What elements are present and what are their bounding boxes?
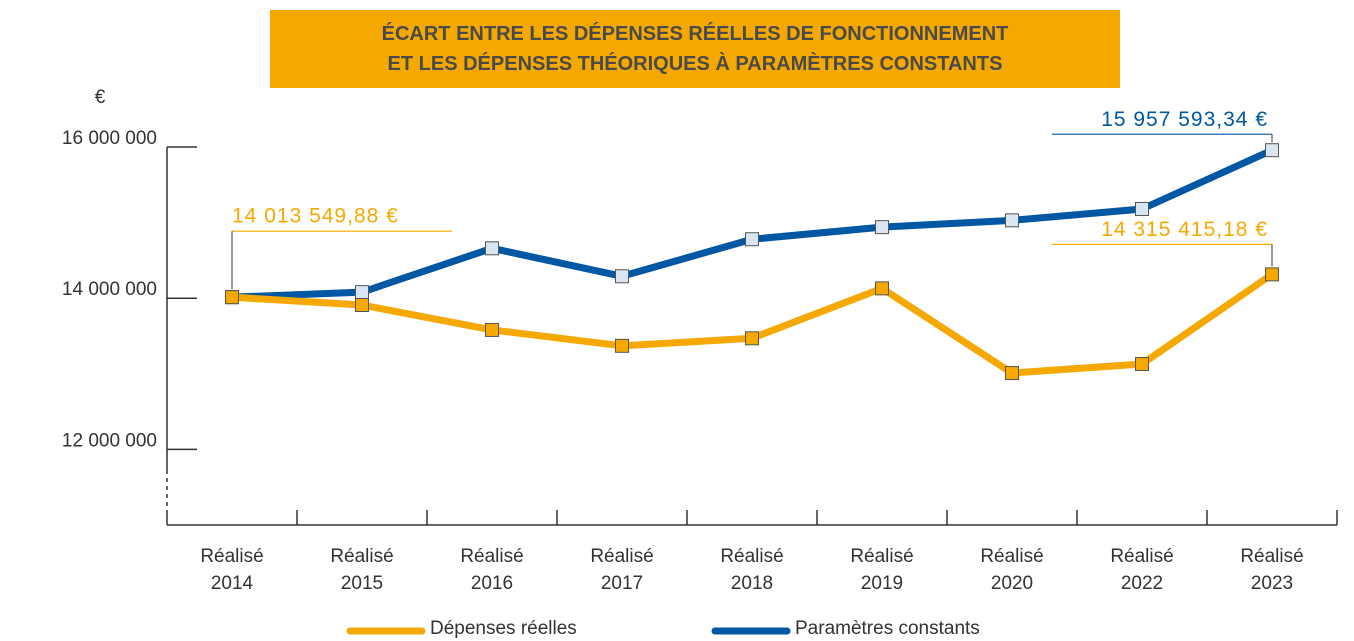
marker [615,269,629,284]
y-tick-label: 16 000 000 [62,128,157,149]
marker [485,322,499,337]
y-tick-label: 12 000 000 [62,430,157,451]
marker [225,290,239,305]
series-line [231,271,1274,377]
marker [745,331,759,346]
marker [875,220,889,235]
x-tick-label: Réalisé 2015 [330,546,394,594]
marker [1135,201,1149,216]
marker [1135,356,1149,371]
x-tick-label: Réalisé 2023 [1240,546,1304,594]
x-tick-label: Réalisé 2014 [200,546,264,594]
marker [1005,213,1019,228]
title-line: ÉCART ENTRE LES DÉPENSES RÉELLES DE FONC… [381,23,1009,45]
x-tick-label: Réalisé 2016 [460,546,524,594]
y-unit: € [95,87,106,108]
x-tick-label: Réalisé 2019 [850,546,914,594]
value-label: 14 013 549,88 € [232,205,399,228]
x-tick-label: Réalisé 2018 [720,546,784,594]
marker [355,298,369,313]
legend-label: Dépenses réelles [430,618,577,639]
marker [485,241,499,256]
marker [875,281,889,296]
marker [1265,267,1279,282]
value-label: 15 957 593,34 € [1101,108,1268,131]
marker [1265,143,1279,158]
x-tick-label: Réalisé 2022 [1110,546,1174,594]
y-tick-label: 14 000 000 [62,279,157,300]
x-tick-label: Réalisé 2020 [980,546,1044,594]
x-tick-label: Réalisé 2017 [590,546,654,594]
title-line: ET LES DÉPENSES THÉORIQUES À PARAMÈTRES … [387,53,1003,75]
legend-label: Paramètres constants [795,618,980,639]
marker [615,338,629,353]
marker [355,285,369,300]
marker [745,232,759,247]
marker [1005,366,1019,381]
value-label: 14 315 415,18 € [1101,218,1268,241]
chart-title: ÉCART ENTRE LES DÉPENSES RÉELLES DE FONC… [270,10,1120,88]
